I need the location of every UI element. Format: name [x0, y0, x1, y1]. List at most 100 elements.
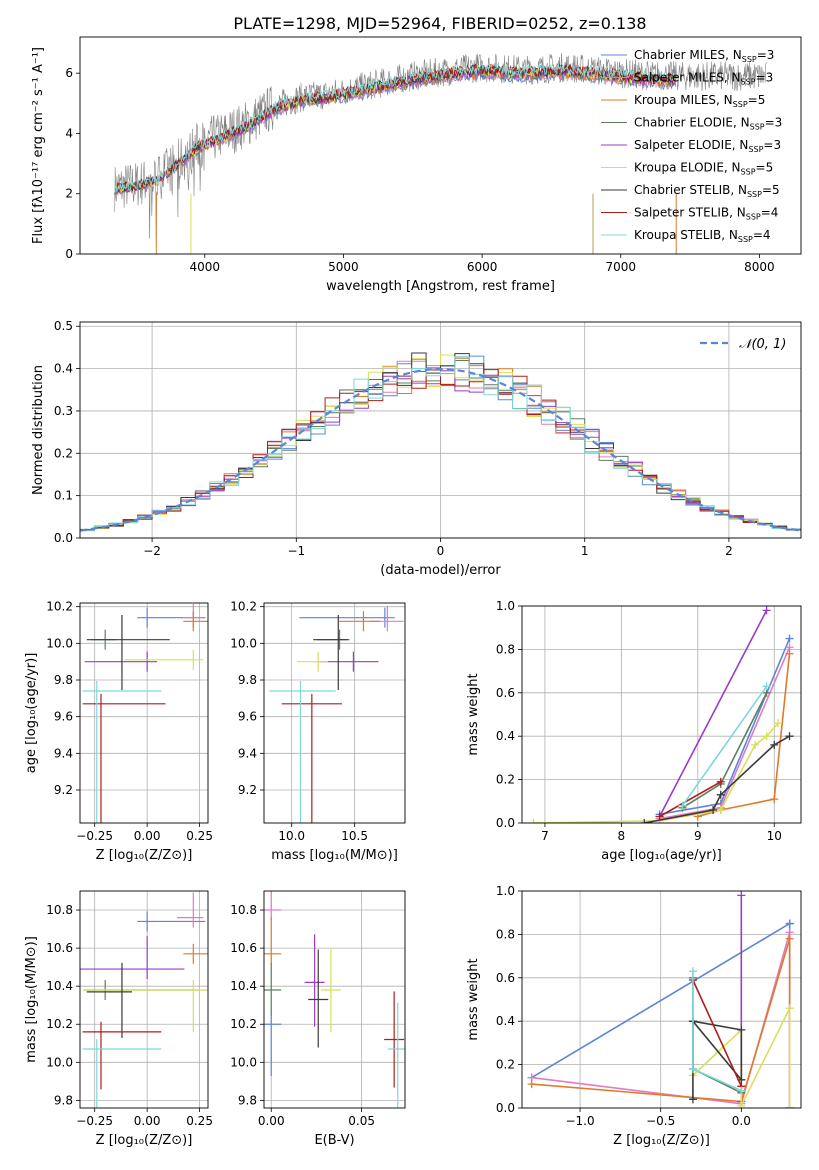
y-tick-label: 10.6	[230, 941, 257, 955]
errorbar-kroupa-stelib	[82, 681, 162, 823]
legend-tail: =5	[762, 183, 780, 197]
y-tick-label: 0.8	[496, 642, 515, 656]
errorbar-salpeter-elodie	[80, 936, 185, 980]
axes-frame	[79, 602, 209, 824]
y-tick-label: 9.2	[54, 783, 73, 797]
errorbar-kroupa-miles	[338, 611, 380, 632]
errorbar-kroupa-miles	[183, 611, 208, 632]
legend-sub: SSP	[733, 100, 748, 109]
grid	[264, 603, 405, 823]
marker-chabrier-stelib	[770, 740, 779, 749]
x-tick-label: −0.5	[646, 1114, 675, 1128]
y-tick-label: 0.6	[496, 971, 515, 985]
errorbar-chabrier-stelib	[308, 949, 329, 1048]
grid	[80, 891, 208, 1108]
errorbar-chabrier-elodie	[264, 962, 282, 1016]
marker-chabrier-stelib	[716, 790, 725, 799]
y-tick-label: 0.8	[496, 927, 515, 941]
marker-kroupa-stelib	[678, 801, 687, 810]
legend-tail: =3	[763, 138, 781, 152]
y-tick-label: 1.0	[496, 599, 515, 613]
legend-tail: =4	[753, 228, 771, 242]
errorbar-salpeter-stelib	[82, 1021, 162, 1090]
legend-sub: SSP	[738, 235, 753, 244]
figure-title: PLATE=1298, MJD=52964, FIBERID=0252, z=0…	[233, 14, 646, 33]
series-salpeter-stelib	[692, 979, 743, 1087]
y-axis-label: Normed distribution	[31, 365, 46, 495]
model-kroupa-stelib	[114, 61, 677, 194]
y-tick-label: 1.0	[496, 884, 515, 898]
plot-area	[264, 891, 405, 1108]
legend-sub: SSP	[748, 145, 763, 154]
marker-chabrier-stelib	[640, 819, 649, 823]
marker-kroupa-miles	[785, 649, 794, 658]
x-tick-label: 0	[437, 544, 445, 558]
legend-base: Kroupa ELODIE, N	[634, 161, 741, 175]
model-kroupa-miles	[114, 66, 677, 196]
legend-base: Kroupa STELIB, N	[634, 228, 738, 242]
legend-sub: SSP	[746, 213, 761, 222]
y-tick-label: 0.6	[496, 686, 515, 700]
y-tick-label: 10.4	[46, 979, 73, 993]
legend-base: Chabrier MILES, N	[634, 48, 742, 62]
y-tick-label: 9.8	[54, 673, 73, 687]
x-tick-label: 0.25	[186, 1114, 213, 1128]
marker-kroupa-stelib	[737, 1086, 746, 1095]
y-tick-label: 10.0	[46, 636, 73, 650]
x-tick-label: 4000	[190, 260, 221, 274]
errorbar-chabrier-stelib	[86, 962, 132, 1039]
legend-base: Salpeter MILES, N	[634, 71, 741, 85]
x-tick-label: 7000	[605, 260, 636, 274]
y-tick-label: 9.4	[54, 746, 73, 760]
marker-kroupa-miles	[785, 934, 794, 943]
axes-frame	[263, 602, 406, 824]
legend-tail: =3	[765, 116, 783, 130]
y-tick-label: 10.8	[230, 903, 257, 917]
marker-kroupa-elodie	[762, 732, 771, 741]
errorbar-chabrier-miles	[299, 607, 395, 628]
y-tick-label: 0.4	[54, 362, 73, 376]
y-tick-label: 0.4	[496, 1014, 515, 1028]
y-tick-label: 9.8	[54, 1093, 73, 1107]
y-tick-label: 10.4	[230, 979, 257, 993]
marker-chabrier-stelib	[688, 1095, 697, 1104]
panel-residuals: −2 −1 0 1 2 0.0 0.1 0.2 0.3 0.4 0.5 (data-model)/er…	[31, 319, 802, 578]
y-axis-label: mass [log₁₀(M/M⊙)]	[24, 936, 39, 1063]
legend-base: Kroupa MILES, N	[634, 93, 733, 107]
errorbar-salpeter-stelib	[384, 991, 405, 1088]
panel-weight-vs-age: 7 8 9 10 0.0 0.2 0.4 0.6 0.8 1.0 age [log₁₀(age/yr…	[466, 599, 802, 863]
x-tick-label: 7	[541, 829, 549, 843]
panel-age-vs-mass: 10.0 10.5 9.2 9.4 9.6 9.8 10.0 10.2 mass [log₁₀(…	[230, 600, 406, 863]
y-tick-label: 10.0	[230, 1055, 257, 1069]
marker-kroupa-stelib	[762, 682, 771, 691]
y-tick-label: 9.8	[238, 673, 257, 687]
marker-kroupa-miles	[527, 1080, 536, 1089]
y-tick-label: 10.2	[230, 1017, 257, 1031]
marker-salpeter-elodie	[737, 891, 746, 900]
legend-sub: SSP	[741, 168, 756, 177]
x-tick-label: 0.25	[186, 829, 213, 843]
plot-area	[82, 604, 208, 823]
series-salpeter-elodie	[658, 609, 768, 817]
y-tick-label: 9.4	[238, 746, 257, 760]
errorbar-salpeter-elodie	[318, 651, 379, 672]
errorbar-kroupa-elodie	[82, 979, 208, 1033]
marker-kroupa-elodie	[529, 819, 538, 823]
panel-mass-vs-z: −0.25 0.00 0.25 9.8 10.0 10.2 10.4 10.6 10.8 Z [l…	[24, 890, 213, 1148]
y-tick-label: 9.6	[238, 710, 257, 724]
legend-base: Chabrier STELIB, N	[634, 183, 747, 197]
y-axis-label: age [log₁₀(age/yr)]	[24, 653, 39, 774]
gaussian-curve	[80, 367, 801, 532]
marker-kroupa-elodie	[785, 1004, 794, 1013]
axes-frame	[521, 890, 802, 1109]
y-tick-label: 10.2	[46, 600, 73, 614]
y-axis-label: mass weight	[466, 958, 481, 1040]
legend-entry: Salpeter MILES, NSSP=3	[634, 71, 773, 87]
panel-mass-vs-ebv: 0.00 0.05 9.8 10.0 10.2 10.4 10.6 10.8 E(B-V)	[230, 890, 406, 1148]
observed-spectrum	[114, 52, 767, 245]
histogram-kroupa-stelib	[80, 356, 801, 531]
errorbar-salpeter-stelib	[281, 693, 342, 823]
plot-area	[114, 52, 767, 254]
legend-entry: Kroupa STELIB, NSSP=4	[634, 228, 771, 244]
y-tick-label: 0	[65, 247, 73, 261]
